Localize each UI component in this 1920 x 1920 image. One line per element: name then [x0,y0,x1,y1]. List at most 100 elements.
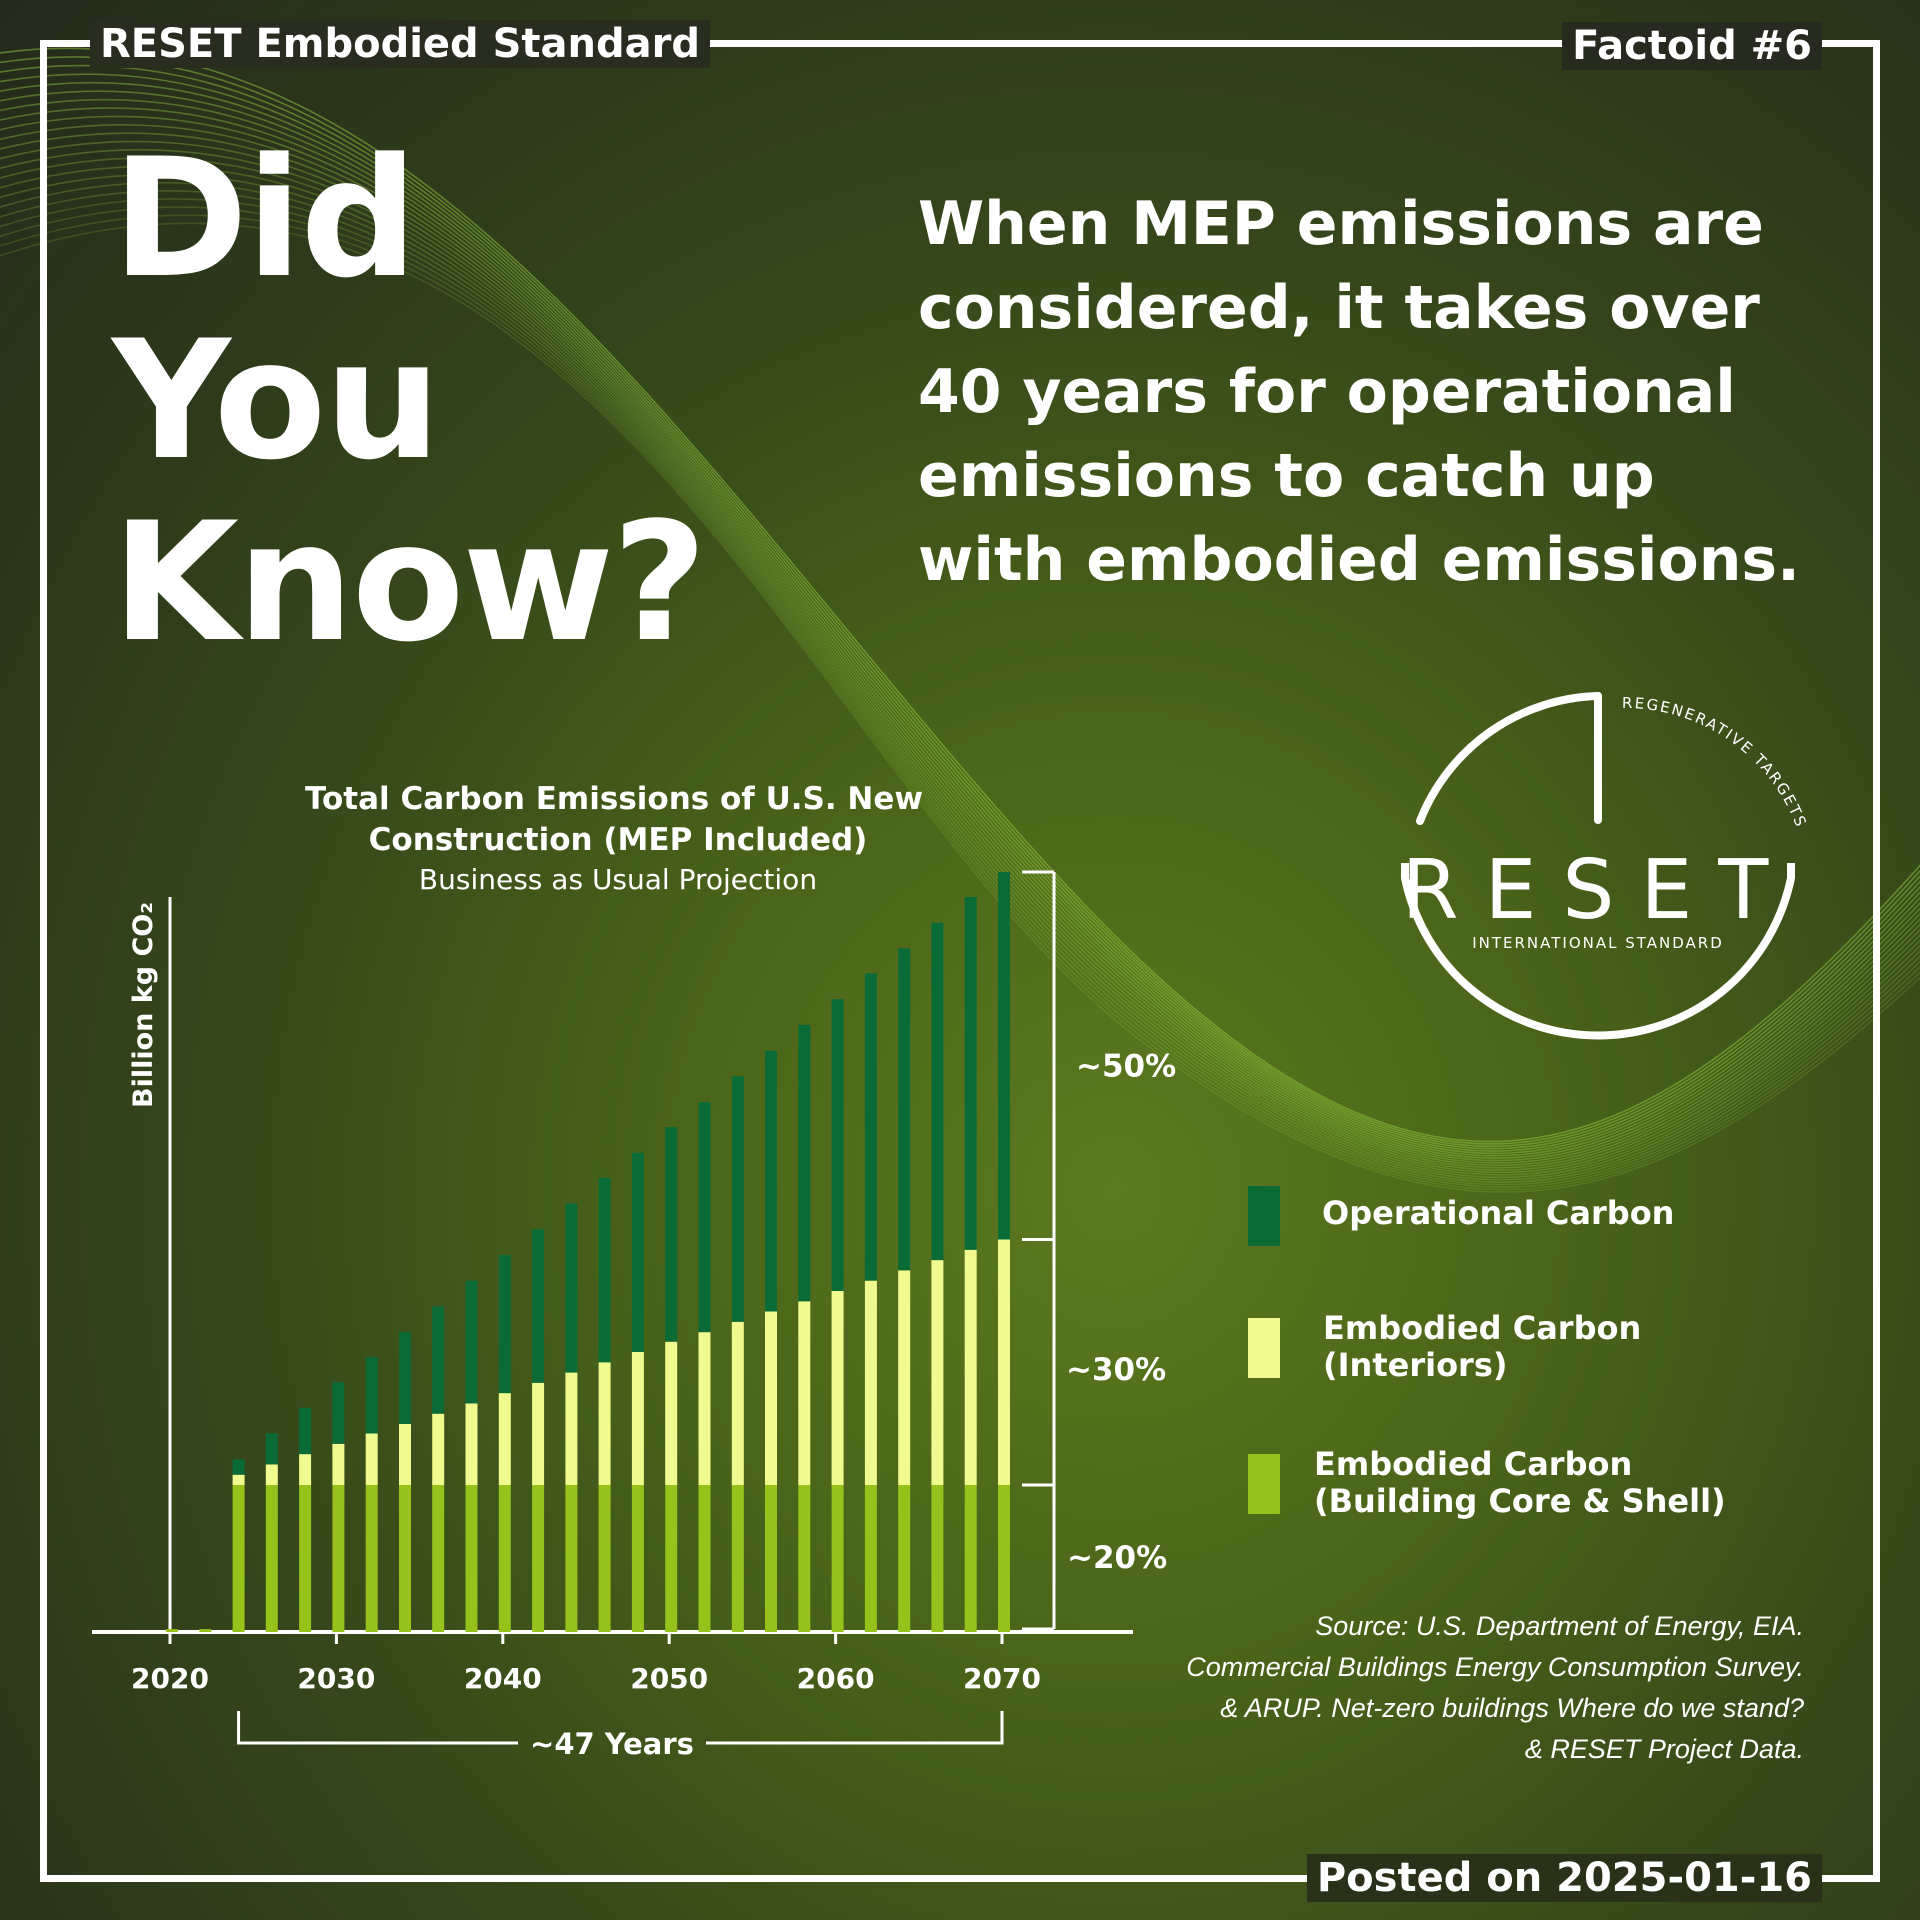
background-wave-line [0,115,1920,1162]
bar-interiors-2048 [631,1352,644,1485]
background-wave-line [0,132,1920,1166]
bar-core_shell-2050 [665,1485,678,1632]
bar-core_shell-2038 [465,1485,478,1632]
bar-core_shell-2020 [166,1629,178,1632]
legend-label-operational: Operational Carbon [1322,1194,1675,1232]
bar-core_shell-2046 [598,1485,611,1632]
x-tick-label-2020: 2020 [131,1662,209,1695]
bar-core_shell-2062 [864,1485,877,1632]
background-wave-line [0,206,1920,1188]
bar-interiors-2026 [265,1464,278,1485]
y-axis-label: Billion kg CO₂ [128,902,159,1108]
bracket-label-2: ~20% [1067,1540,1167,1576]
factoid-label: Factoid #6 [1562,22,1822,70]
legend-label-core-shell-line-2: (Building Core & Shell) [1314,1482,1726,1520]
logo-ring [1416,692,1602,825]
bar-core_shell-2022 [199,1629,212,1632]
bar-core_shell-2028 [299,1485,312,1632]
bar-operational-2024 [232,1459,245,1475]
bar-operational-2048 [631,1152,644,1352]
source-line-4: & RESET Project Data. [1524,1734,1804,1764]
bar-operational-2032 [365,1357,378,1434]
bar-interiors-2040 [498,1393,511,1485]
background-wave-line [0,157,1920,1174]
bar-core_shell-2042 [532,1485,545,1632]
bar-operational-2036 [432,1306,445,1414]
bar-core_shell-2070 [998,1485,1010,1632]
x-tick-label-2030: 2030 [297,1662,375,1695]
frame-bottom [40,1875,1880,1882]
bar-core_shell-2066 [931,1485,944,1632]
bar-core_shell-2044 [565,1485,578,1632]
span-bracket-left [237,1711,518,1745]
legend-label-interiors-line-2: (Interiors) [1323,1346,1508,1384]
chart-title-line-2: Construction (MEP Included) [369,822,868,858]
bar-operational-2038 [465,1280,478,1404]
bar-core_shell-2048 [631,1485,644,1632]
bar-core_shell-2024 [232,1485,245,1632]
source-note: Source: U.S. Department of Energy, EIA. … [1186,1606,1804,1770]
bar-operational-2026 [265,1433,278,1465]
bar-core_shell-2036 [432,1485,445,1632]
background-wave-line [0,181,1920,1181]
span-bracket-right [706,1711,1004,1745]
background-wave-line [0,140,1920,1169]
bracket-label-1: ~30% [1066,1352,1166,1388]
frame-right [1873,40,1880,1882]
x-axis-ticks: 2020 2030 2040 2050 2060 2070 [131,1632,1041,1695]
x-tick-label-2060: 2060 [797,1662,875,1695]
bracket-label-0: ~50% [1076,1049,1176,1085]
bar-interiors-2032 [365,1433,378,1485]
logo-wordmark: RESET [1402,843,1795,938]
bar-operational-2060 [831,999,844,1291]
bar-operational-2056 [765,1050,777,1312]
bar-interiors-2068 [964,1249,977,1485]
bar-operational-2058 [798,1024,811,1302]
bar-interiors-2034 [399,1424,411,1485]
bar-core_shell-2056 [765,1485,777,1632]
legend-swatch-interiors [1248,1318,1280,1378]
chart-subtitle: Business as Usual Projection [419,863,817,896]
bar-core_shell-2034 [399,1485,411,1632]
bar-core_shell-2058 [798,1485,811,1632]
bar-core_shell-2064 [898,1485,911,1632]
background-wave-line [0,98,1920,1157]
span-label: ~47 Years [530,1727,694,1761]
bar-interiors-2056 [765,1311,777,1485]
x-tick-label-2050: 2050 [630,1662,708,1695]
logo-arc-text: REGENERATIVE TARGETS [1622,694,1811,831]
x-tick-label-2070: 2070 [963,1662,1041,1695]
bar-operational-2070 [998,872,1010,1240]
background-wave-line [0,107,1920,1159]
background-wave-line [0,64,1920,1147]
logo-ring-lower [1401,863,1795,1040]
bar-group [166,872,1010,1632]
bar-interiors-2046 [598,1362,611,1485]
frame-top [40,40,1880,47]
frame-left [40,40,47,1882]
bar-interiors-2036 [432,1413,445,1485]
headline-line-1: Did [112,123,418,314]
bar-operational-2040 [498,1254,511,1394]
bar-core_shell-2032 [365,1485,378,1632]
background-wave-line [0,47,1920,1143]
background-wave-line [0,148,1920,1171]
legend-label-interiors-line-1: Embodied Carbon [1323,1309,1642,1347]
bar-core_shell-2030 [332,1485,345,1632]
headline-line-2: You [112,305,441,496]
bar-interiors-2044 [565,1372,578,1485]
bar-interiors-2050 [665,1341,678,1485]
bar-interiors-2064 [898,1270,911,1485]
legend-label-core-shell-line-1: Embodied Carbon [1314,1445,1633,1483]
bar-interiors-2058 [798,1301,811,1486]
bar-interiors-2066 [931,1260,944,1485]
bar-interiors-2030 [332,1443,345,1485]
bar-interiors-2042 [532,1382,545,1485]
background-wave-line [0,173,1920,1179]
background-wave-line [0,222,1920,1193]
bar-operational-2030 [332,1382,345,1444]
background-wave-line [0,90,1920,1155]
source-line-1: Source: U.S. Department of Energy, EIA. [1315,1611,1804,1641]
source-line-3: & ARUP. Net-zero buildings Where do we s… [1220,1693,1804,1723]
